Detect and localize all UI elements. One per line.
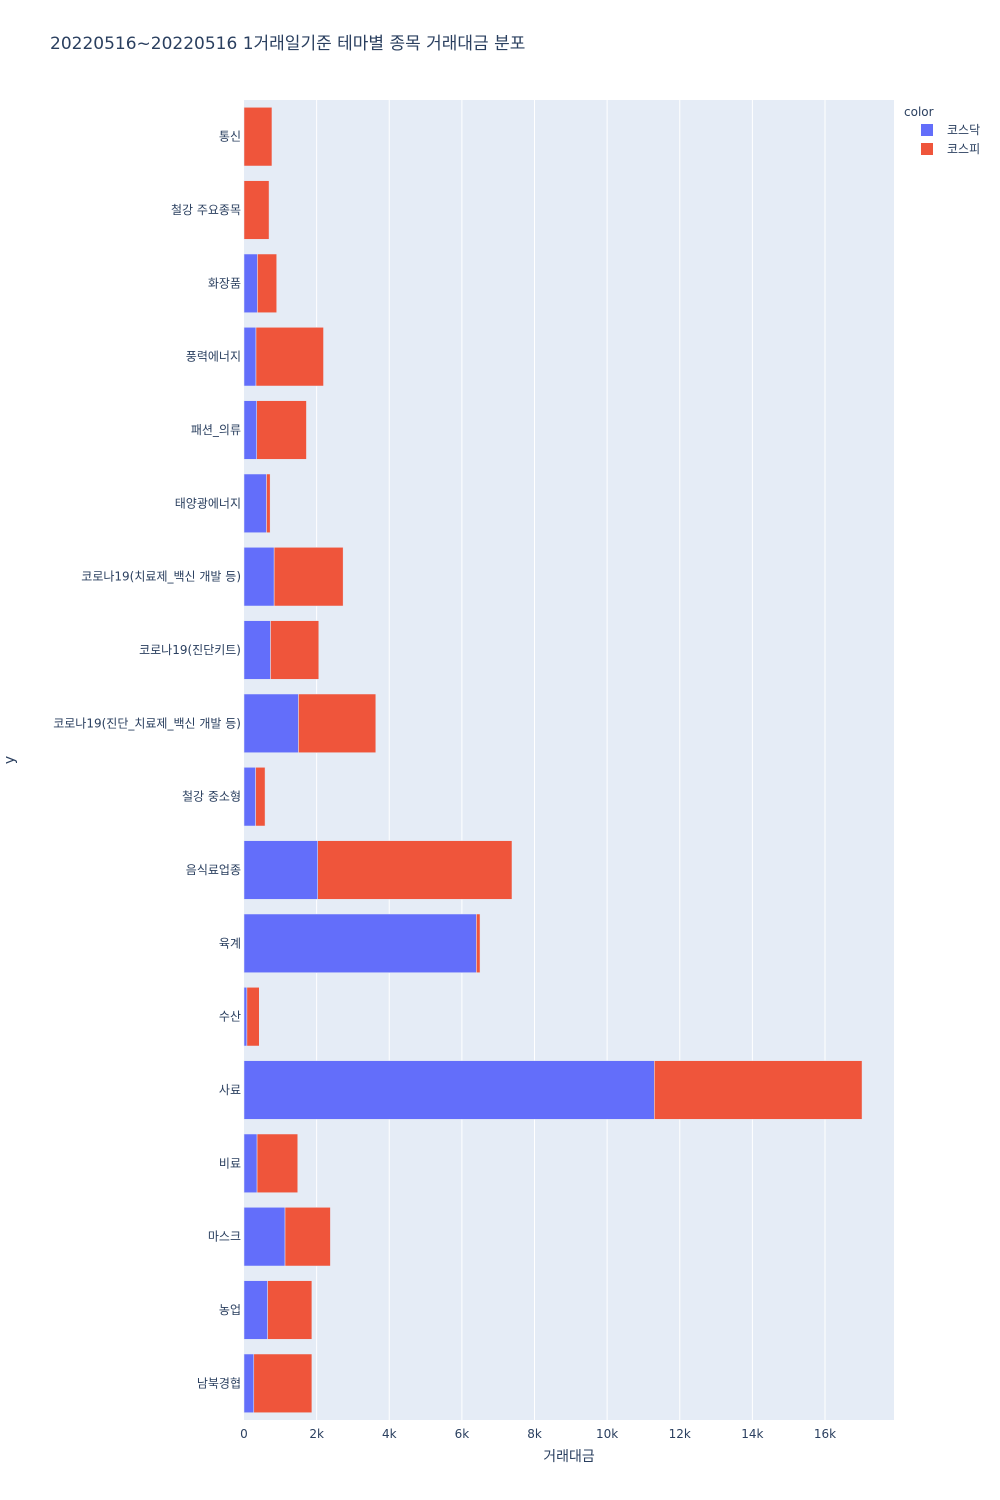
y-tick-label: 음식료업종	[186, 863, 241, 877]
bar-코스피-5	[266, 473, 271, 533]
bar-코스닥-12	[243, 987, 248, 1047]
chart-title: 20220516~20220516 1거래일기준 테마별 종목 거래대금 분포	[50, 34, 525, 54]
bar-코스닥-2	[243, 253, 258, 313]
y-tick-label: 코로나19(치료제_백신 개발 등)	[81, 570, 241, 584]
legend-label: 코스닥	[947, 123, 980, 137]
bar-코스닥-8	[243, 693, 299, 753]
bar-코스피-4	[256, 400, 307, 460]
x-tick-label: 6k	[455, 1427, 470, 1441]
plot-background	[244, 100, 894, 1420]
x-tick-label: 10k	[596, 1427, 618, 1441]
bar-코스피-10	[317, 840, 513, 900]
bar-코스피-16	[267, 1280, 313, 1340]
bar-코스닥-7	[243, 620, 271, 680]
bar-코스닥-4	[243, 400, 257, 460]
bar-코스닥-11	[243, 913, 477, 973]
bar-코스피-12	[246, 987, 260, 1047]
x-tick-label: 16k	[814, 1427, 836, 1441]
x-axis-ticks: 0 2k 4k 6k 8k 10k 12k 14k 16k	[240, 1427, 836, 1441]
bar-코스피-2	[257, 253, 277, 313]
y-tick-label: 수산	[219, 1010, 241, 1024]
bar-코스피-7	[270, 620, 320, 680]
bar-코스피-6	[273, 547, 344, 607]
bar-코스닥-5	[243, 473, 267, 533]
legend-label: 코스피	[947, 142, 980, 156]
bar-코스피-17	[253, 1353, 313, 1413]
y-tick-label: 비료	[219, 1156, 241, 1170]
y-tick-label: 마스크	[208, 1230, 241, 1244]
bar-코스닥-9	[243, 767, 256, 827]
bar-코스피-9	[255, 767, 266, 827]
bar-코스닥-16	[243, 1280, 268, 1340]
bar-코스피-11	[476, 913, 481, 973]
x-tick-label: 12k	[669, 1427, 691, 1441]
legend-title: color	[904, 105, 934, 119]
y-tick-label: 코로나19(진단키트)	[139, 643, 241, 657]
y-tick-label: 사료	[219, 1083, 241, 1097]
legend-swatch-코스피	[921, 143, 933, 155]
bar-코스피-0	[243, 107, 273, 167]
x-axis-title: 거래대금	[543, 1449, 595, 1465]
x-tick-label: 8k	[527, 1427, 542, 1441]
bar-코스닥-3	[243, 327, 257, 387]
y-axis-title: y	[2, 756, 18, 764]
y-tick-label: 철강 주요종목	[171, 203, 241, 217]
x-tick-label: 14k	[741, 1427, 763, 1441]
y-tick-label: 남북경협	[197, 1376, 241, 1390]
bar-코스피-8	[298, 693, 377, 753]
x-tick-label: 4k	[382, 1427, 397, 1441]
bars-layer	[243, 107, 863, 1413]
bar-코스닥-17	[243, 1353, 255, 1413]
y-tick-label: 철강 중소형	[182, 790, 241, 804]
y-tick-label: 패션_의류	[191, 423, 241, 437]
bar-코스닥-15	[243, 1207, 286, 1267]
y-tick-label: 통신	[219, 130, 241, 144]
y-tick-label: 태양광에너지	[175, 496, 241, 510]
grid-lines	[316, 100, 826, 1420]
x-tick-label: 2k	[309, 1427, 324, 1441]
y-tick-label: 화장품	[208, 276, 241, 290]
bar-코스닥-6	[243, 547, 275, 607]
y-tick-label: 육계	[219, 936, 241, 950]
y-tick-label: 코로나19(진단_치료제_백신 개발 등)	[53, 716, 241, 730]
bar-코스피-14	[256, 1133, 298, 1193]
bar-코스피-1	[243, 180, 270, 240]
y-tick-label: 풍력에너지	[186, 350, 241, 364]
y-tick-label: 농업	[219, 1303, 241, 1317]
bar-코스닥-13	[243, 1060, 655, 1120]
bar-코스닥-10	[243, 840, 318, 900]
bar-코스닥-14	[243, 1133, 258, 1193]
x-tick-label: 0	[240, 1427, 248, 1441]
bar-코스피-15	[284, 1207, 331, 1267]
bar-코스피-13	[654, 1060, 863, 1120]
bar-코스피-3	[255, 327, 324, 387]
legend-swatch-코스닥	[921, 124, 933, 136]
